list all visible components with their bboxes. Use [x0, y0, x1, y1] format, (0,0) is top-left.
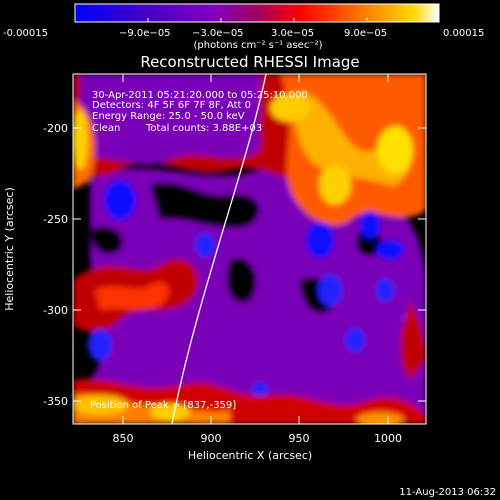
- colorbar: [74, 3, 440, 23]
- colorbar-ticks: [74, 18, 440, 22]
- colorbar-unit-label: (photons cm⁻² s⁻¹ asec⁻²): [193, 40, 322, 51]
- footer-date: 11-Aug-2013 06:32: [399, 487, 496, 498]
- x-tick-label: 850: [113, 432, 134, 445]
- y-axis-label: Heliocentric Y (arcsec): [3, 187, 16, 311]
- y-tick-label: -250: [43, 213, 68, 226]
- x-tick-label: 1000: [374, 432, 402, 445]
- colorbar-tick-label: 3.0e−05: [271, 28, 314, 39]
- annotation-clean: Clean: [92, 123, 120, 134]
- rhessi-image: [73, 74, 426, 424]
- x-tick-label: 900: [201, 432, 222, 445]
- y-tick-label: -200: [43, 122, 68, 135]
- colorbar-tick-label: -0.00015: [3, 28, 48, 39]
- annotation-peak-position: Position of Peak = [837,-359]: [90, 400, 236, 411]
- annotation-total-counts: Total counts: 3.88E+03: [145, 123, 262, 134]
- y-tick-label: -350: [43, 395, 68, 408]
- colorbar-tick-label: 0.00015: [443, 28, 484, 39]
- x-axis-ticks: [122, 74, 389, 424]
- plot-frame: [72, 73, 427, 425]
- colorbar-tick-label: 9.0e−05: [344, 28, 387, 39]
- y-axis-ticks: [73, 127, 426, 402]
- annotation-energy-range: Energy Range: 25.0 - 50.0 keV: [92, 111, 245, 122]
- plot-title: Reconstructed RHESSI Image: [140, 53, 359, 71]
- annotation-time-range: 30-Apr-2011 05:21:20.000 to 05:25:10.000: [92, 90, 308, 101]
- x-tick-label: 950: [289, 432, 310, 445]
- x-axis-label: Heliocentric X (arcsec): [188, 449, 312, 462]
- annotation-detectors: Detectors: 4F 5F 6F 7F 8F, Att 0: [92, 100, 251, 111]
- colorbar-tick-label: −9.0e−05: [119, 28, 171, 39]
- y-tick-label: -300: [43, 304, 68, 317]
- solar-limb-line: [171, 74, 267, 424]
- colorbar-tick-label: −3.0e−05: [192, 28, 244, 39]
